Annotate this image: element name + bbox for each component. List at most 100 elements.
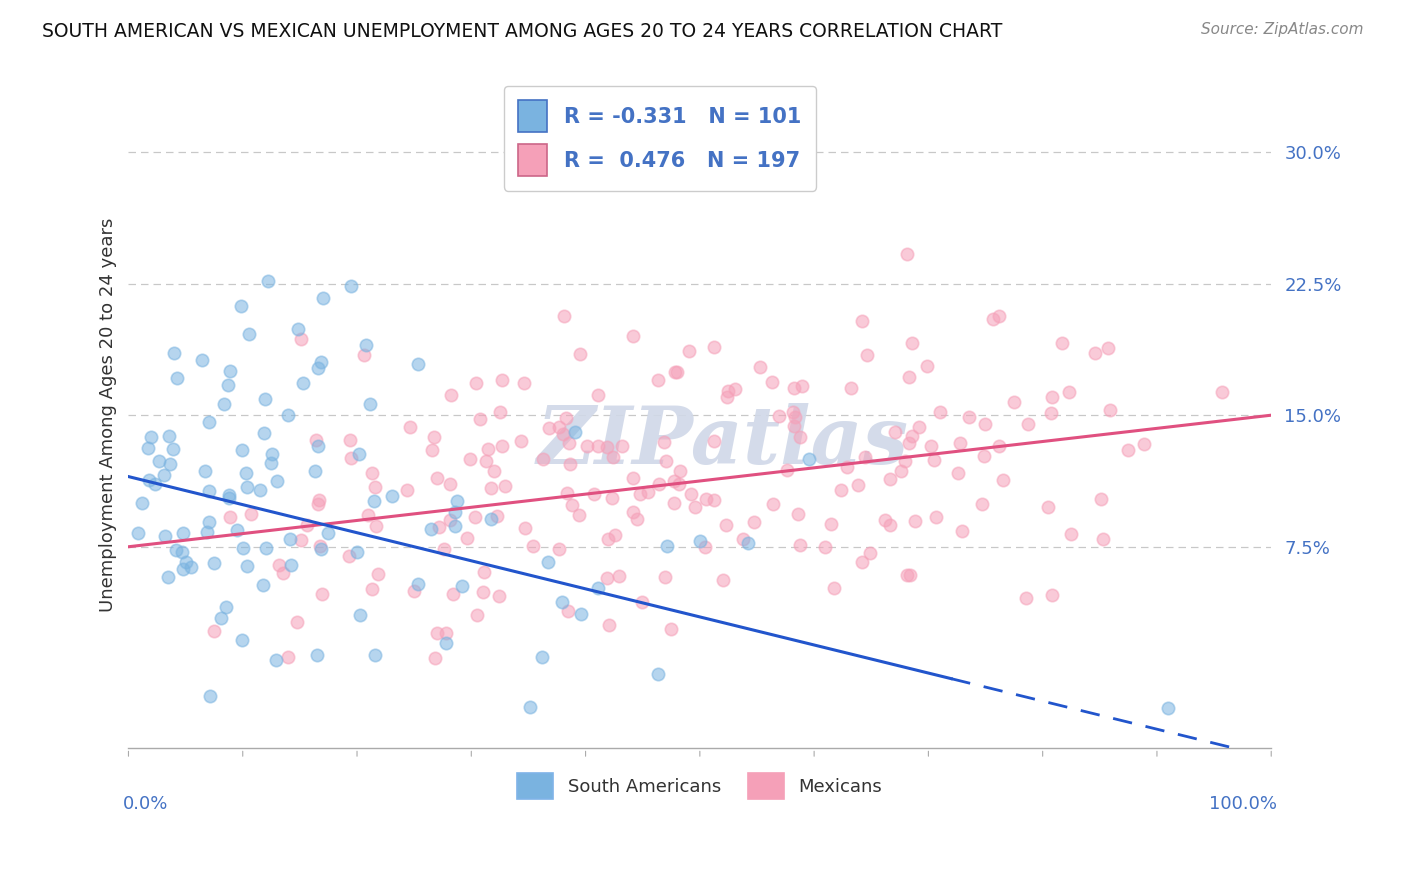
Point xyxy=(904,514,927,528)
Point xyxy=(669,464,692,478)
Point xyxy=(949,436,972,450)
Point xyxy=(262,447,284,461)
Point xyxy=(948,466,970,480)
Point xyxy=(491,439,513,453)
Point xyxy=(790,379,813,393)
Text: ZIPatlas: ZIPatlas xyxy=(537,403,908,481)
Point xyxy=(510,434,533,448)
Point xyxy=(426,626,449,640)
Point xyxy=(799,452,821,467)
Point xyxy=(897,436,920,450)
Point xyxy=(993,473,1015,487)
Point xyxy=(235,480,257,494)
Point xyxy=(873,513,896,527)
Point xyxy=(607,569,630,583)
Point xyxy=(433,542,456,557)
Point xyxy=(491,373,513,387)
Point xyxy=(1042,390,1064,404)
Point xyxy=(689,534,711,549)
Point xyxy=(662,496,685,510)
Point xyxy=(1060,526,1083,541)
Point xyxy=(901,336,924,351)
Point xyxy=(127,526,149,541)
Point xyxy=(406,357,429,371)
Point xyxy=(576,440,599,454)
Point xyxy=(198,484,221,499)
Point xyxy=(198,515,221,529)
Point xyxy=(266,474,288,488)
Point xyxy=(981,311,1004,326)
Point xyxy=(537,555,560,569)
Point xyxy=(349,608,371,623)
Point xyxy=(1017,417,1039,431)
Point xyxy=(232,541,254,556)
Point xyxy=(925,509,948,524)
Point xyxy=(1040,588,1063,602)
Point xyxy=(420,442,443,457)
Point xyxy=(568,347,591,361)
Point xyxy=(621,328,644,343)
Point xyxy=(219,364,242,378)
Point xyxy=(531,649,554,664)
Point xyxy=(231,443,253,458)
Point xyxy=(716,384,738,398)
Point xyxy=(148,454,170,468)
Y-axis label: Unemployment Among Ages 20 to 24 years: Unemployment Among Ages 20 to 24 years xyxy=(100,218,117,613)
Point xyxy=(408,577,430,591)
Point xyxy=(198,415,221,429)
Point xyxy=(823,581,845,595)
Point xyxy=(851,314,873,328)
Point xyxy=(737,535,759,549)
Point xyxy=(907,419,929,434)
Point xyxy=(915,359,938,373)
Point xyxy=(598,618,620,632)
Point xyxy=(464,510,486,524)
Point xyxy=(165,543,187,558)
Point xyxy=(311,587,333,601)
Point xyxy=(249,483,271,497)
Point xyxy=(665,365,688,379)
Point xyxy=(423,650,446,665)
Point xyxy=(212,397,235,411)
Point xyxy=(307,439,329,453)
Point xyxy=(440,388,463,402)
Point xyxy=(583,487,606,501)
Point xyxy=(973,449,995,463)
Point xyxy=(879,517,901,532)
Point xyxy=(485,508,508,523)
Point xyxy=(280,558,302,572)
Point xyxy=(218,491,240,505)
Point xyxy=(340,279,363,293)
Point xyxy=(749,359,772,374)
Point xyxy=(1015,591,1038,606)
Point xyxy=(600,491,623,506)
Point xyxy=(236,558,259,573)
Point xyxy=(678,344,700,359)
Point xyxy=(253,425,276,440)
Point xyxy=(859,546,882,560)
Point xyxy=(987,439,1010,453)
Point xyxy=(664,365,686,379)
Point xyxy=(711,573,734,587)
Point xyxy=(235,466,257,480)
Point xyxy=(231,633,253,648)
Point xyxy=(1092,532,1115,546)
Point xyxy=(308,493,330,508)
Point xyxy=(305,433,328,447)
Point xyxy=(357,508,380,522)
Point xyxy=(724,383,747,397)
Point xyxy=(441,586,464,600)
Point xyxy=(555,485,578,500)
Point xyxy=(277,650,299,665)
Point xyxy=(655,454,678,468)
Point xyxy=(789,538,811,552)
Point xyxy=(396,483,419,497)
Point xyxy=(1036,500,1059,515)
Point xyxy=(420,522,443,536)
Point xyxy=(364,519,387,533)
Point xyxy=(159,457,181,471)
Point xyxy=(285,615,308,629)
Point xyxy=(240,508,263,522)
Point xyxy=(782,404,804,418)
Point xyxy=(1118,443,1140,458)
